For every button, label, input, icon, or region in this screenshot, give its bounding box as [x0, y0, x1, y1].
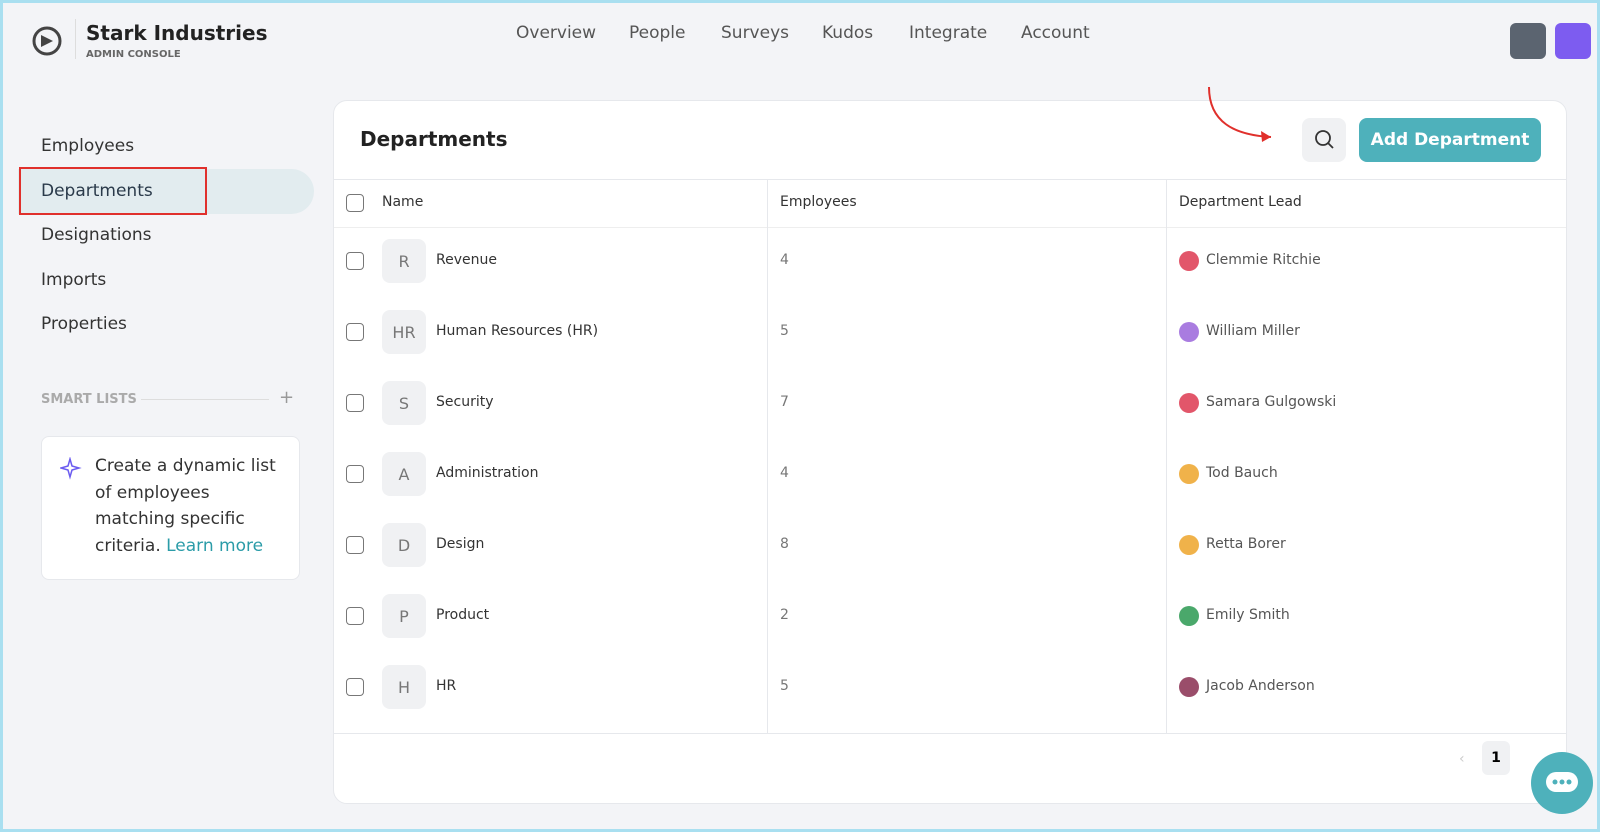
avatar	[1179, 677, 1199, 697]
department-lead: Retta Borer	[1206, 536, 1286, 552]
profile-button[interactable]	[1555, 23, 1591, 59]
department-name: Design	[436, 536, 485, 552]
initials-badge: A	[382, 452, 426, 496]
department-name: Security	[436, 394, 494, 410]
active-highlight	[18, 169, 314, 214]
avatar	[1179, 606, 1199, 626]
department-lead: William Miller	[1206, 323, 1300, 339]
nav-link[interactable]: Account	[1021, 23, 1090, 43]
employee-count: 5	[780, 678, 789, 694]
column-header: Name	[382, 194, 424, 210]
sidebar-item[interactable]: Properties	[41, 314, 127, 334]
checkbox[interactable]	[346, 252, 364, 270]
search-button[interactable]	[1302, 118, 1346, 162]
checkbox[interactable]	[346, 607, 364, 625]
avatar	[1179, 251, 1199, 271]
column-header: Employees	[780, 194, 857, 210]
checkbox[interactable]	[346, 465, 364, 483]
initials-badge: HR	[382, 310, 426, 354]
checkbox[interactable]	[346, 536, 364, 554]
brand: Stark Industries	[86, 21, 268, 45]
icon-button[interactable]	[1510, 23, 1546, 59]
department-lead: Clemmie Ritchie	[1206, 252, 1321, 268]
smart-list-card: Create a dynamic list of employees match…	[41, 436, 300, 580]
sidebar-item[interactable]: Employees	[41, 136, 135, 156]
logo	[32, 26, 62, 56]
sparkle-icon	[60, 457, 82, 480]
sidebar-item[interactable]: Imports	[41, 269, 107, 290]
avatar	[1179, 535, 1199, 555]
employee-count: 5	[780, 323, 789, 339]
initials-badge: P	[382, 594, 426, 638]
brand-subtitle: ADMIN CONSOLE	[86, 49, 181, 60]
column-header: Department Lead	[1179, 194, 1302, 210]
department-name: Product	[436, 607, 490, 623]
add-department-button[interactable]: Add Department	[1359, 118, 1541, 162]
nav-link[interactable]: People	[629, 23, 686, 43]
add-smart-list[interactable]: +	[279, 387, 295, 408]
department-name: Revenue	[436, 252, 497, 268]
section-label: SMART LISTS	[41, 392, 137, 407]
initials-badge: H	[382, 665, 426, 709]
avatar	[1179, 464, 1199, 484]
department-lead: Tod Bauch	[1206, 465, 1278, 481]
sidebar-item[interactable]: Departments	[41, 180, 153, 201]
nav-link[interactable]: Overview	[516, 23, 597, 43]
avatar	[1179, 322, 1199, 342]
annotation-box	[19, 167, 207, 215]
employee-count: 4	[780, 465, 789, 481]
learn-more-link[interactable]: Learn more	[166, 535, 264, 556]
avatar	[1179, 393, 1199, 413]
checkbox[interactable]	[346, 323, 364, 341]
department-name: Human Resources (HR)	[436, 323, 599, 339]
initials-badge: R	[382, 239, 426, 283]
page-button[interactable]: 1	[1482, 741, 1510, 775]
checkbox[interactable]	[346, 194, 364, 212]
employee-count: 8	[780, 536, 789, 552]
department-lead: Emily Smith	[1206, 607, 1290, 623]
checkbox[interactable]	[346, 678, 364, 696]
checkbox[interactable]	[346, 394, 364, 412]
chat-button[interactable]	[1531, 752, 1593, 814]
card-text: Create a dynamic list of employees match…	[95, 456, 276, 556]
nav-link[interactable]: Kudos	[822, 23, 874, 43]
initials-badge: D	[382, 523, 426, 567]
nav-link[interactable]: Integrate	[909, 23, 988, 43]
department-name: HR	[436, 678, 457, 694]
annotation-arrow	[1208, 87, 1272, 142]
panel-title: Departments	[360, 127, 508, 151]
department-name: Administration	[436, 465, 539, 481]
department-lead: Jacob Anderson	[1206, 678, 1315, 694]
nav-link[interactable]: Surveys	[721, 23, 789, 43]
employee-count: 7	[780, 394, 789, 410]
panel: Departments Add Department ‹ 1 Name Emplo…	[333, 87, 1567, 804]
employee-count: 2	[780, 607, 789, 623]
employee-count: 4	[780, 252, 789, 268]
sidebar-item[interactable]: Designations	[41, 225, 152, 245]
department-lead: Samara Gulgowski	[1206, 394, 1337, 410]
initials-badge: S	[382, 381, 426, 425]
